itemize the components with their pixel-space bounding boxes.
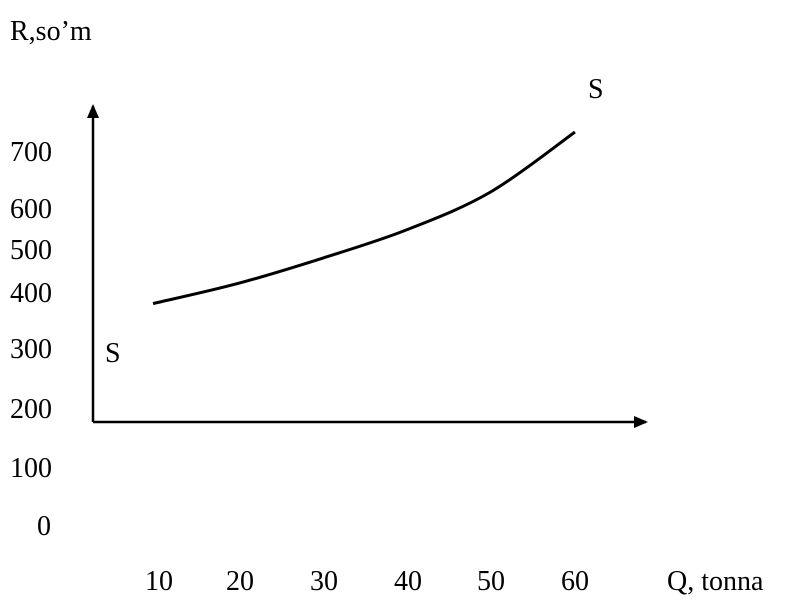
x-tick-label: 20 — [226, 566, 254, 597]
y-tick-label: 400 — [10, 278, 52, 309]
y-tick-label: 100 — [10, 453, 52, 484]
y-tick-label: 0 — [37, 511, 51, 542]
y-tick-label: 500 — [10, 235, 52, 266]
y-axis-title: R,so’m — [10, 16, 92, 47]
x-tick-label: 30 — [310, 566, 338, 597]
y-tick-label: 300 — [10, 334, 52, 365]
x-tick-label: 50 — [477, 566, 505, 597]
x-axis-title: Q, tonna — [667, 566, 764, 597]
curve-label-end: S — [588, 74, 604, 105]
supply-curve-line — [152, 130, 576, 306]
x-tick-label: 40 — [394, 566, 422, 597]
x-tick-label: 10 — [145, 566, 173, 597]
y-tick-label: 200 — [10, 394, 52, 425]
x-tick-label: 60 — [561, 566, 589, 597]
y-tick-label: 600 — [10, 194, 52, 225]
curve-label-start: S — [105, 338, 121, 369]
y-tick-label: 700 — [10, 137, 52, 168]
